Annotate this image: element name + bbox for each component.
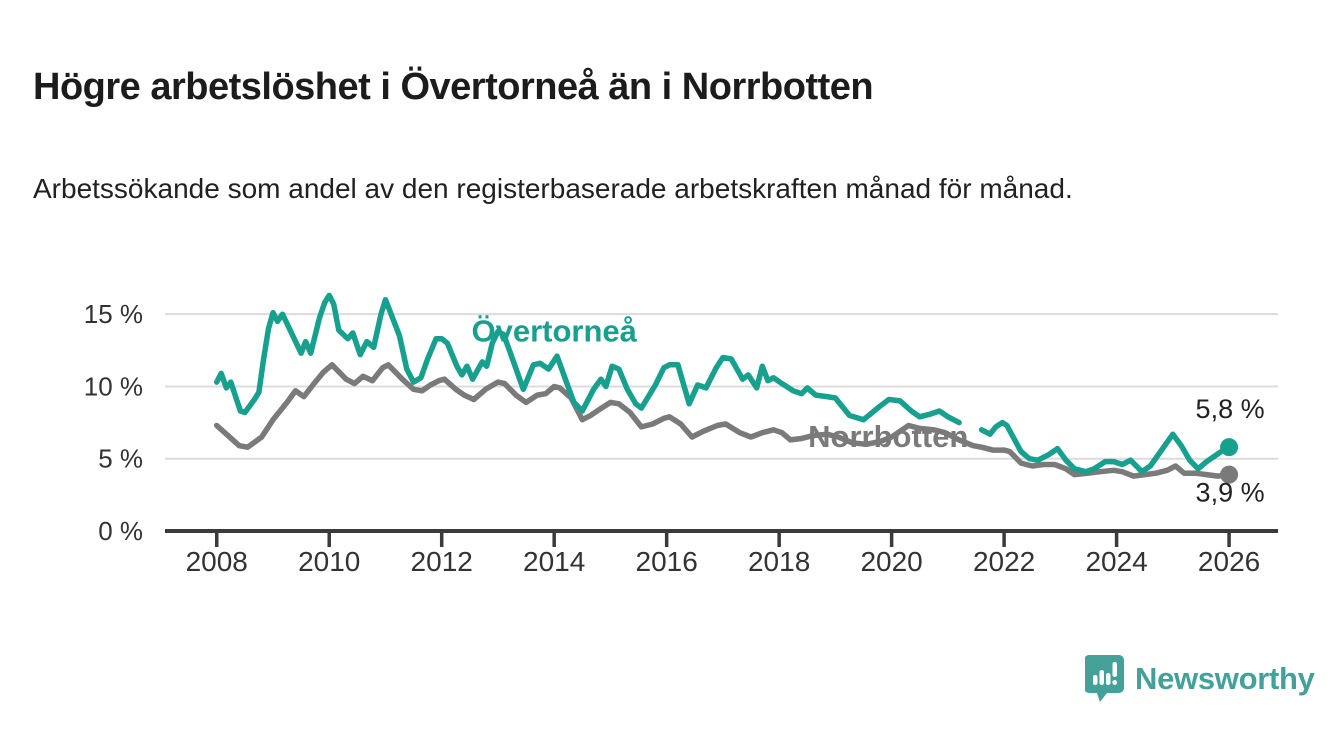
y-tick-label: 5 % [98, 444, 143, 474]
newsworthy-bubble-icon [1085, 655, 1124, 702]
end-value-label-norrbotten: 3,9 % [1196, 478, 1265, 508]
line-overtornea [213, 292, 962, 426]
end-value-label-overtornea: 5,8 % [1196, 394, 1265, 424]
x-tick-label: 2014 [523, 546, 585, 577]
y-tick-label: 10 % [84, 371, 143, 401]
x-tick-label: 2022 [973, 546, 1035, 577]
line-norrbotten [213, 362, 1232, 479]
page-subtitle: Arbetssökande som andel av den registerb… [33, 173, 1073, 204]
end-dot-norrbotten [1220, 465, 1239, 484]
x-tick-label: 2012 [411, 546, 473, 577]
x-tick-label: 2010 [298, 546, 360, 577]
exclamation-bar [1112, 662, 1117, 677]
x-tick-label: 2026 [1198, 546, 1260, 577]
newsworthy-logo: Newsworthy [1085, 655, 1315, 703]
x-tick-label: 2020 [860, 546, 922, 577]
newsworthy-brand-label: Newsworthy [1135, 661, 1315, 696]
page-title: Högre arbetslöshet i Övertorneå än i Nor… [33, 66, 874, 109]
x-tick-label: 2024 [1085, 546, 1147, 577]
bar-2 [1099, 670, 1104, 685]
end-dot-overtornea [1220, 438, 1239, 457]
series-label-overtornea: Övertorneå [471, 314, 637, 349]
y-tick-label: 15 % [84, 299, 143, 329]
x-tick-label: 2016 [636, 546, 698, 577]
bar-3 [1106, 673, 1111, 685]
series-label-norrbotten: Norrbotten [808, 419, 968, 454]
y-tick-label: 0 % [98, 516, 143, 546]
exclamation-dot [1112, 680, 1118, 685]
bubble-shape [1085, 655, 1124, 702]
bar-1 [1093, 675, 1098, 685]
line-overtornea [978, 419, 1232, 475]
x-tick-label: 2008 [186, 546, 248, 577]
x-tick-label: 2018 [748, 546, 810, 577]
